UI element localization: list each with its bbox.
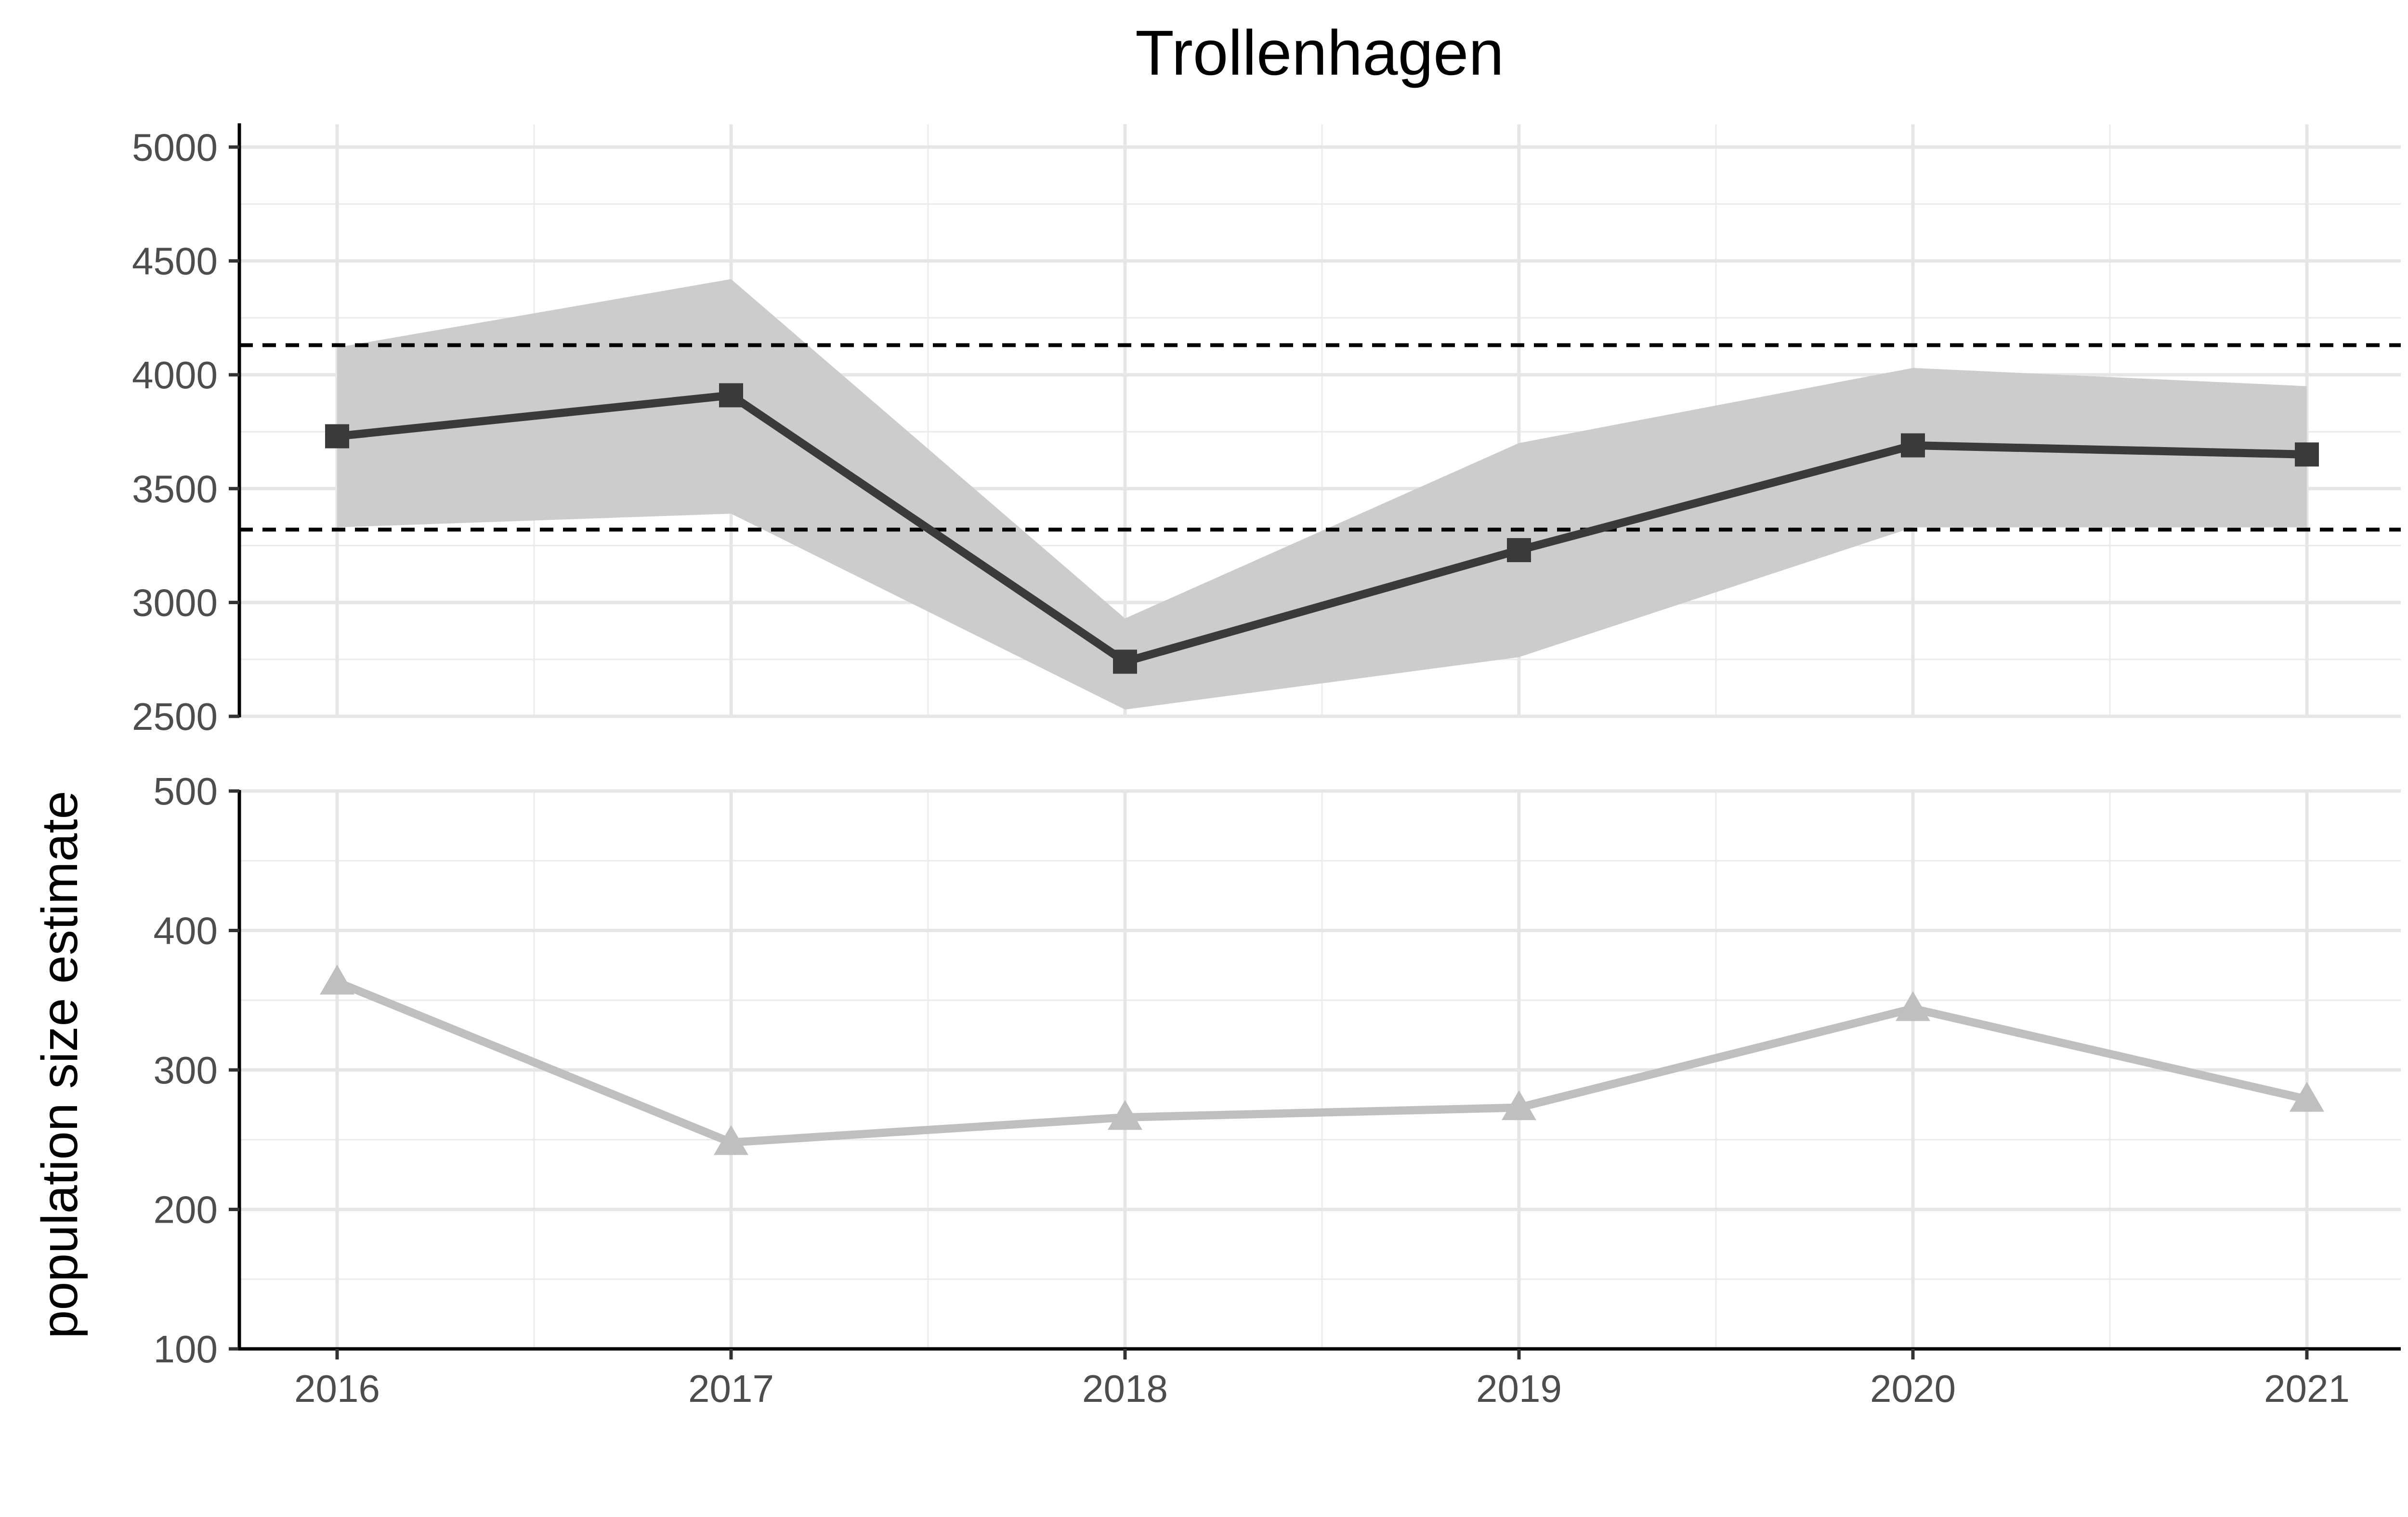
x-tick-label: 2020 [1870,1367,1956,1410]
y-tick-label: 300 [154,1049,218,1092]
data-point [1108,1100,1142,1130]
x-tick-label: 2021 [2264,1367,2350,1410]
y-tick-label: 3500 [132,467,218,510]
data-point [719,383,743,408]
y-axis-label: population size estimate [31,791,88,1338]
data-point [2295,442,2319,467]
y-tick-label: 5000 [132,126,218,169]
y-tick-label: 100 [154,1328,218,1371]
data-point [1113,649,1137,674]
x-tick-label: 2019 [1476,1367,1562,1410]
y-tick-label: 400 [154,910,218,952]
x-tick-label: 2017 [688,1367,774,1410]
x-tick-label: 2018 [1082,1367,1168,1410]
data-point [714,1125,748,1155]
plot-panels: 2500 3000 3500 4000 4500 5000 100 200 300 400 500 2… [132,123,2401,1410]
y-tick-label: 2500 [132,695,218,738]
panel-upper: 2500 3000 3500 4000 4500 5000 [132,123,2401,738]
chart-title: Trollenhagen [1135,17,1504,88]
data-point [1901,433,1925,458]
y-tick-label: 500 [154,770,218,813]
data-point [1507,538,1531,562]
panel-lower: 100 200 300 400 500 2016 2017 2018 2019 2020 2021 [154,770,2401,1410]
y-tick-label: 3000 [132,581,218,624]
series-line [337,391,2307,666]
y-tick-label: 4000 [132,354,218,396]
y-tick-label: 4500 [132,240,218,283]
x-tick-label: 2016 [294,1367,380,1410]
data-point [1502,1090,1536,1121]
series-line [335,978,2308,1147]
data-point [320,964,354,995]
data-point [1896,991,1930,1021]
confidence-band [337,279,2307,710]
data-point [325,424,349,449]
y-tick-label: 200 [154,1188,218,1231]
data-point [2290,1082,2324,1112]
